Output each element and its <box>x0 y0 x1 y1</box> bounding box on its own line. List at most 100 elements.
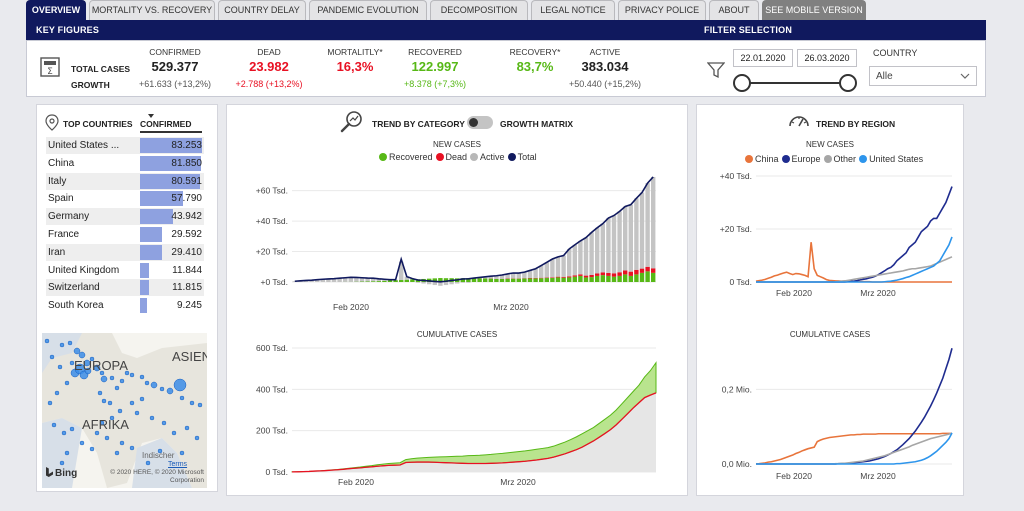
bing-icon <box>46 467 53 477</box>
cumulative-cases-category-chart: 0 Tsd. 200 Tsd. 400 Tsd. 600 Tsd. Feb 2020 Mr… <box>256 343 657 487</box>
bing-logo: Bing <box>46 467 77 479</box>
recovered-bar <box>511 278 516 282</box>
tab-decomposition[interactable]: DECOMPOSITION <box>430 0 528 20</box>
map-dot <box>73 347 81 355</box>
tab-privacy-police[interactable]: PRIVACY POLICE <box>618 0 706 20</box>
dead-bar <box>567 276 572 278</box>
category-legend: Recovered Dead Active Total <box>376 152 537 162</box>
active-bar <box>315 279 320 282</box>
active-bar <box>309 280 314 282</box>
table-row[interactable]: France 29.592 <box>46 226 204 243</box>
map-dot <box>134 410 140 416</box>
confirmed-bar <box>140 244 162 260</box>
map-dot <box>114 450 120 456</box>
table-row[interactable]: United Kingdom 11.844 <box>46 262 204 279</box>
map-dot <box>166 387 174 395</box>
dead-bar <box>617 272 622 276</box>
active-bar <box>421 282 426 284</box>
y-tick-label: +20 Tsd. <box>256 247 288 257</box>
y-tick-label: 600 Tsd. <box>256 343 288 353</box>
world-map[interactable]: EUROPA ASIEN AFRIKA Indischer Bing Terms… <box>42 333 207 488</box>
confirmed-bar <box>140 227 163 242</box>
country-name: United States ... <box>48 140 120 151</box>
active-bar <box>326 278 331 282</box>
active-bar <box>555 256 561 277</box>
table-row[interactable]: Spain 57.790 <box>46 190 204 207</box>
country-dropdown[interactable]: Alle <box>869 66 977 86</box>
x-tick-label: Mrz 2020 <box>860 288 896 298</box>
confirmed-bar <box>140 191 184 207</box>
table-row[interactable]: China 81.850 <box>46 155 204 172</box>
recovered-bar <box>567 277 572 282</box>
tab-mortality-vs-recovery[interactable]: MORTALITY vs. RECOVERY <box>89 0 215 20</box>
recovered-bar <box>634 274 639 282</box>
recovered-bar <box>466 278 471 282</box>
header-bar: KEY FIGURES FILTER SELECTION <box>26 20 986 40</box>
recovered-bar <box>628 275 633 282</box>
map-dot <box>101 398 107 404</box>
growth-matrix-label: GROWTH MATRIX <box>500 119 574 129</box>
dead-bar <box>639 268 645 273</box>
confirmed-value: 29.592 <box>171 229 202 240</box>
map-dot <box>97 390 103 396</box>
tab-about[interactable]: ABOUT <box>709 0 759 20</box>
map-dot <box>173 378 187 392</box>
recovered-bar <box>393 280 398 282</box>
kf-value: 529.377 <box>151 59 199 74</box>
active-bar <box>466 282 471 283</box>
date-from-input[interactable]: 22.01.2020 <box>733 49 793 67</box>
tab-country-delay[interactable]: COUNTRY DELAY <box>218 0 306 20</box>
date-to-input[interactable]: 26.03.2020 <box>797 49 857 67</box>
tab-pandemic-evolution[interactable]: PANDEMIC EVOLUTION <box>309 0 427 20</box>
table-row[interactable]: Switzerland 11.815 <box>46 279 204 297</box>
table-row[interactable]: Italy 80.591 <box>46 172 204 190</box>
new-cases-title: NEW CASES <box>432 140 481 149</box>
recovered-bar <box>460 278 465 282</box>
tab-overview[interactable]: OVERVIEW <box>26 0 86 20</box>
magnifier-trend-icon <box>340 111 362 133</box>
slider-handle-end[interactable] <box>839 74 857 92</box>
active-bar <box>583 237 589 276</box>
table-row[interactable]: United States ... 83.253 <box>46 137 204 154</box>
series-line-china <box>755 242 952 283</box>
tab-legal-notice[interactable]: LEGAL NOTICE <box>531 0 615 20</box>
growth-matrix-toggle[interactable] <box>467 116 493 129</box>
map-dot <box>161 420 167 426</box>
legend-label: Europe <box>791 154 821 164</box>
recovered-bar <box>488 278 493 282</box>
map-label-africa: AFRIKA <box>82 417 129 432</box>
region-cumulative-cases-title: CUMULATIVE CASES <box>789 330 871 339</box>
active-bar <box>623 206 628 271</box>
total-cases-label: TOTAL CASES <box>71 64 131 74</box>
map-dot <box>179 450 185 456</box>
terms-link[interactable]: Terms <box>168 461 188 468</box>
kf-value: 16,3% <box>336 59 374 74</box>
confirmed-value: 11.815 <box>172 282 202 294</box>
map-dot <box>44 338 50 344</box>
sort-desc-icon <box>148 114 154 118</box>
map-dot <box>109 415 115 421</box>
toggle-knob <box>469 118 478 127</box>
confirmed-column-header[interactable]: CONFIRMED <box>140 114 191 129</box>
active-bar <box>365 278 370 282</box>
country-name: Italy <box>48 175 67 187</box>
dead-bar <box>583 275 589 278</box>
kf-recovered: RECOVERED 122.997 +8.378 (+7,3%) <box>395 47 475 89</box>
active-bar <box>539 265 544 278</box>
recovered-bar <box>522 278 527 282</box>
active-area <box>292 392 656 472</box>
active-bar <box>544 262 549 278</box>
map-dot <box>159 386 165 392</box>
legend-label: Total <box>517 152 537 162</box>
confirmed-bar <box>140 209 173 225</box>
kf-growth: +61.633 (+13,2%) <box>138 79 212 89</box>
recovered-bar <box>438 278 443 282</box>
table-row[interactable]: Iran 29.410 <box>46 243 204 261</box>
table-row[interactable]: Germany 43.942 <box>46 208 204 226</box>
tab-see-mobile-version[interactable]: SEE MOBILE VERSION <box>762 0 866 20</box>
date-range-slider[interactable] <box>733 73 857 93</box>
country-name: Switzerland <box>48 282 100 294</box>
slider-handle-start[interactable] <box>733 74 751 92</box>
growth-label: GROWTH <box>71 80 110 90</box>
table-row[interactable]: South Korea 9.245 <box>46 297 204 314</box>
